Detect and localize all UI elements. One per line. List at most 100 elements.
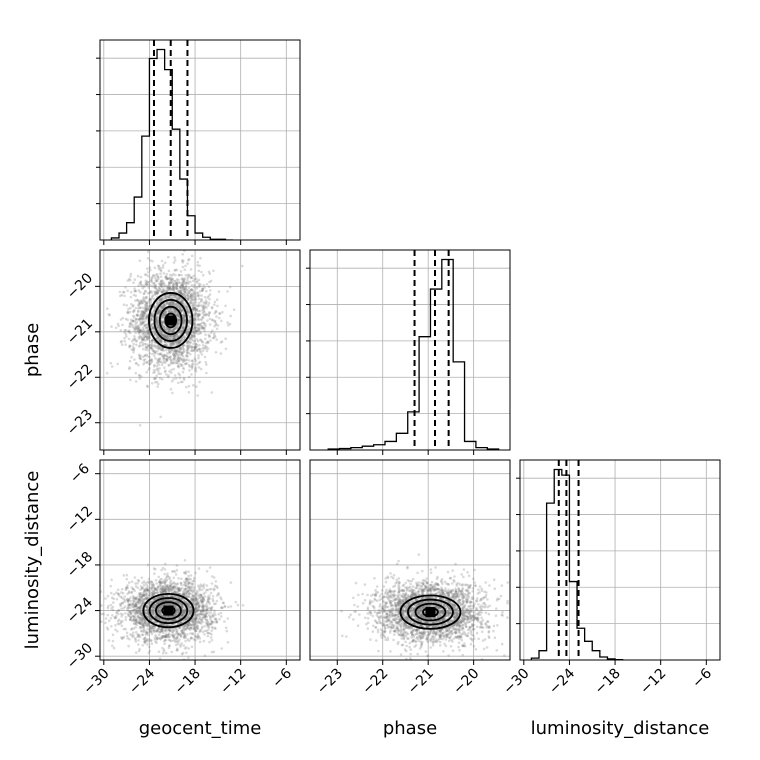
sample-point	[169, 330, 173, 334]
sample-point	[173, 354, 177, 357]
sample-point	[171, 279, 174, 282]
sample-point	[128, 345, 131, 349]
sample-point	[143, 361, 146, 364]
sample-point	[135, 362, 138, 365]
sample-point	[151, 314, 154, 317]
sample-point	[184, 287, 187, 290]
sample-point	[185, 579, 188, 582]
sample-point	[178, 306, 181, 309]
sample-point	[163, 303, 167, 307]
sample-point	[192, 342, 195, 346]
sample-point	[155, 316, 158, 320]
sample-point	[164, 361, 167, 364]
sample-point	[199, 256, 202, 260]
sample-point	[171, 277, 174, 281]
sample-point	[132, 350, 135, 354]
sample-point	[184, 584, 188, 587]
sample-point	[169, 287, 172, 290]
sample-point	[184, 304, 188, 308]
sample-point	[224, 304, 227, 308]
sample-point	[168, 303, 171, 307]
sample-point	[202, 307, 206, 311]
sample-point	[127, 581, 131, 584]
sample-point	[207, 301, 211, 305]
sample-point	[165, 359, 169, 363]
sample-point	[186, 328, 190, 331]
sample-point	[170, 288, 174, 291]
sample-point	[91, 624, 94, 627]
sample-point	[139, 281, 142, 284]
sample-point	[106, 628, 110, 631]
sample-point	[170, 343, 173, 346]
sample-point	[165, 327, 169, 330]
sample-point	[177, 318, 180, 322]
sample-point	[156, 385, 159, 388]
sample-point	[179, 307, 182, 311]
sample-point	[145, 273, 148, 277]
sample-point	[155, 365, 159, 368]
sample-point	[168, 334, 172, 338]
sample-point	[193, 322, 196, 326]
sample-point	[180, 283, 183, 287]
sample-point	[193, 327, 197, 331]
sample-point	[163, 360, 166, 364]
sample-point	[241, 604, 245, 607]
sample-point	[138, 317, 141, 321]
sample-point	[224, 337, 227, 341]
sample-point	[179, 338, 183, 341]
sample-point	[156, 349, 159, 353]
sample-point	[192, 303, 196, 307]
sample-point	[201, 316, 205, 320]
sample-point	[137, 353, 141, 357]
sample-point	[140, 335, 144, 339]
sample-point	[190, 333, 194, 337]
sample-point	[190, 367, 194, 370]
sample-point	[175, 281, 179, 284]
sample-point	[204, 341, 208, 345]
sample-point	[145, 337, 149, 340]
sample-point	[177, 341, 180, 345]
sample-point	[177, 350, 181, 354]
sample-point	[169, 337, 172, 341]
sample-point	[208, 594, 211, 597]
sample-point	[142, 312, 146, 315]
sample-point	[203, 617, 207, 621]
y-tick-label-phase: −22	[64, 361, 96, 393]
sample-point	[163, 568, 167, 571]
sample-point	[122, 303, 126, 307]
sample-point	[90, 307, 93, 310]
sample-point	[155, 272, 159, 276]
sample-point	[169, 334, 173, 338]
sample-point	[162, 315, 166, 319]
sample-point	[135, 313, 138, 317]
sample-point	[162, 313, 165, 316]
sample-point	[173, 334, 176, 337]
sample-point	[157, 650, 161, 653]
sample-point	[200, 340, 204, 343]
sample-point	[140, 310, 143, 313]
sample-point	[120, 293, 124, 297]
sample-point	[156, 292, 159, 295]
sample-point	[227, 323, 230, 327]
sample-point	[166, 572, 169, 575]
sample-point	[167, 327, 171, 331]
sample-point	[158, 580, 161, 584]
sample-point	[174, 268, 177, 272]
sample-point	[195, 323, 198, 327]
sample-point	[166, 302, 169, 305]
sample-point	[205, 349, 209, 353]
sample-point	[167, 350, 171, 353]
sample-point	[160, 377, 164, 381]
sample-point	[122, 290, 125, 294]
sample-point	[167, 356, 170, 360]
sample-point	[198, 289, 202, 293]
sample-point	[121, 323, 124, 327]
sample-point	[188, 296, 191, 299]
sample-point	[183, 322, 186, 325]
sample-point	[198, 589, 201, 592]
sample-point	[165, 301, 168, 305]
sample-point	[208, 602, 211, 606]
sample-point	[173, 348, 176, 352]
sample-point	[175, 285, 179, 288]
sample-point	[158, 289, 162, 292]
